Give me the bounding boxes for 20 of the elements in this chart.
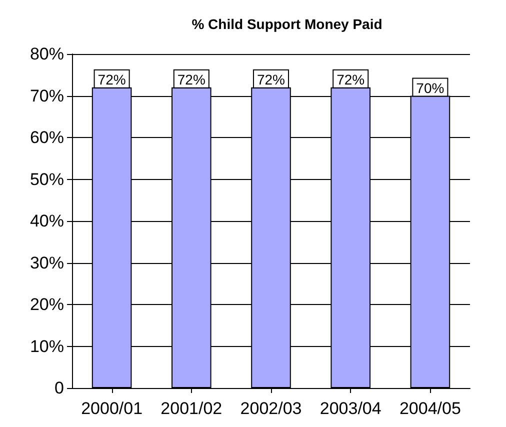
x-tick-label: 2001/02 [160, 399, 222, 418]
y-tick-label: 40% [30, 212, 64, 230]
y-tick-label: 80% [30, 44, 64, 64]
data-label: 72% [256, 71, 286, 88]
y-tick-label: 50% [30, 170, 64, 189]
y-tick-label: 0 [54, 378, 64, 398]
data-label: 72% [336, 71, 365, 88]
x-tick-label: 2002/03 [240, 399, 302, 418]
chart-title: % Child Support Money Paid [192, 16, 382, 32]
y-tick-label: 70% [30, 86, 64, 106]
x-tick-label: 2000/01 [81, 399, 143, 418]
y-tick-label: 20% [30, 295, 64, 314]
y-tick-label: 60% [30, 128, 64, 147]
x-tick-label: 2004/05 [399, 399, 461, 418]
y-tick-label: 30% [30, 253, 64, 272]
data-label: 72% [98, 71, 126, 88]
data-label: 70% [416, 80, 444, 96]
x-tick-label: 2003/04 [320, 399, 382, 418]
data-label: 72% [177, 71, 206, 88]
y-tick-label: 10% [30, 336, 64, 356]
